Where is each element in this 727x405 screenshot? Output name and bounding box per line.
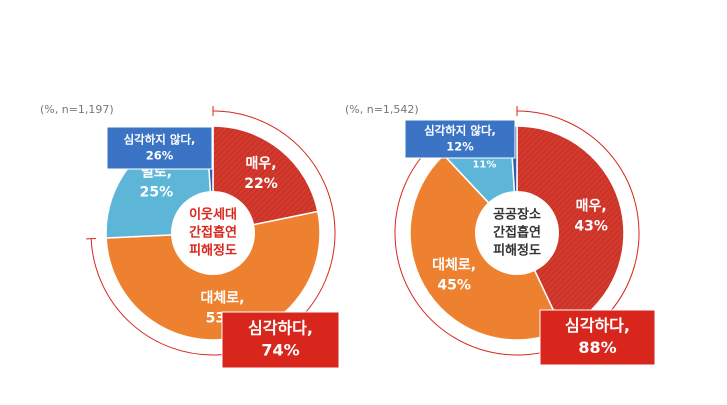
note: (%, n=1,542) <box>345 103 419 116</box>
center-label: 간접흡연 <box>189 225 237 241</box>
annotation-text: 26% <box>146 148 174 162</box>
category-label: 대체로, <box>432 258 476 274</box>
center-label: 이웃세대 <box>189 207 237 223</box>
annotation-text: 심각하지 않다, <box>124 133 196 147</box>
center-label: 간접흡연 <box>493 225 541 241</box>
value-label: 11% <box>472 160 496 171</box>
center-label: 피해정도 <box>493 243 541 259</box>
note: (%, n=1,197) <box>40 103 114 116</box>
annotation-box <box>106 126 213 170</box>
value-label: 45% <box>437 278 471 294</box>
center-label: 피해정도 <box>189 243 237 259</box>
center-hole <box>171 191 255 275</box>
annotation-text: 심각하지 않다, <box>424 124 496 138</box>
annotation-box <box>221 311 340 369</box>
value-label: 22% <box>244 176 278 192</box>
center-label: 공공장소 <box>493 207 541 223</box>
annotation-text: 12% <box>446 139 474 153</box>
annotation-text: 74% <box>261 340 299 359</box>
center-hole <box>475 191 559 275</box>
annotation-box <box>404 119 516 159</box>
category-label: 매우, <box>576 198 607 214</box>
annotation-text: 심각하다, <box>565 316 630 335</box>
value-label: 43% <box>574 218 608 234</box>
annotation-text: 심각하다, <box>248 319 313 338</box>
annotation-box <box>539 309 656 366</box>
category-label: 매우, <box>245 156 276 172</box>
value-label: 25% <box>140 184 174 200</box>
annotation-text: 88% <box>578 338 616 357</box>
category-label: 대체로, <box>200 290 244 306</box>
slice <box>516 125 625 331</box>
